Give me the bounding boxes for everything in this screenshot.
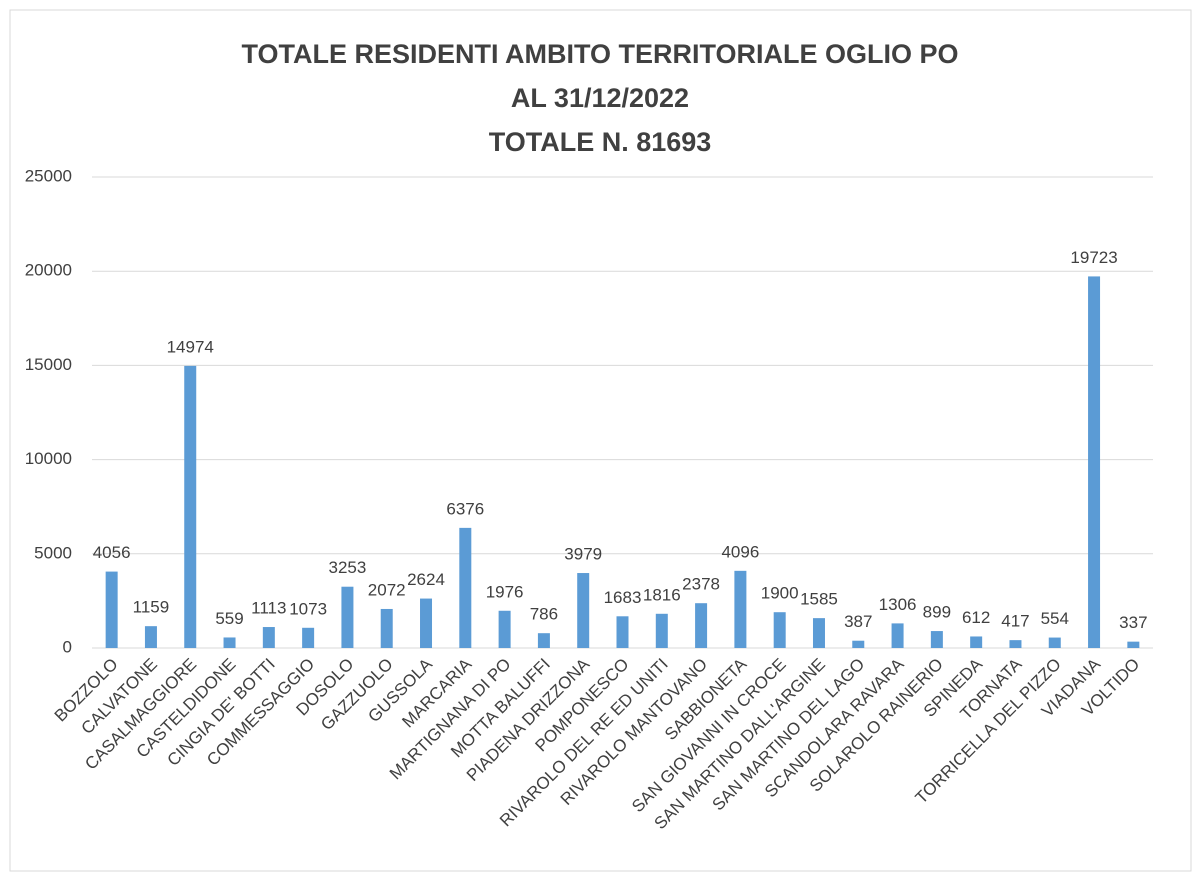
bar <box>302 627 315 648</box>
value-label: 1900 <box>761 584 799 603</box>
bar <box>616 616 629 648</box>
value-label: 2378 <box>682 575 720 594</box>
value-label: 554 <box>1041 609 1069 628</box>
y-tick-label: 25000 <box>25 166 72 185</box>
value-label: 1976 <box>486 582 524 601</box>
value-label: 612 <box>962 608 990 627</box>
value-label: 3979 <box>564 545 602 564</box>
value-label: 2624 <box>407 570 445 589</box>
value-label: 3253 <box>329 558 367 577</box>
bar <box>223 637 236 648</box>
value-label: 786 <box>530 605 558 624</box>
bar <box>852 640 865 648</box>
value-label: 4096 <box>721 542 759 561</box>
value-label: 417 <box>1001 612 1029 631</box>
bar <box>105 571 118 648</box>
value-label: 337 <box>1119 613 1147 632</box>
value-label: 14974 <box>167 337 214 356</box>
value-label: 559 <box>215 609 243 628</box>
bar <box>891 623 904 648</box>
bar <box>734 570 747 648</box>
value-label: 19723 <box>1070 248 1117 267</box>
value-label: 1816 <box>643 585 681 604</box>
bar <box>655 613 668 648</box>
value-label: 1159 <box>133 598 170 617</box>
bar <box>341 586 354 648</box>
bar <box>695 603 708 648</box>
y-tick-label: 5000 <box>34 543 72 562</box>
bar <box>1088 276 1101 648</box>
bar <box>380 608 393 648</box>
bar <box>537 633 550 648</box>
chart-title: AL 31/12/2022 <box>511 83 689 113</box>
bar <box>1048 637 1061 648</box>
value-label: 387 <box>844 612 872 631</box>
bar <box>144 626 157 648</box>
value-label: 899 <box>923 603 951 622</box>
value-label: 1073 <box>289 599 327 618</box>
value-label: 6376 <box>446 499 484 518</box>
y-tick-label: 15000 <box>25 355 72 374</box>
y-tick-label: 10000 <box>25 449 72 468</box>
bar <box>812 618 825 648</box>
value-label: 4056 <box>93 543 131 562</box>
chart-title: TOTALE N. 81693 <box>489 127 712 157</box>
value-label: 1585 <box>800 590 838 609</box>
y-tick-label: 20000 <box>25 261 72 280</box>
y-tick-label: 0 <box>63 637 72 656</box>
bar <box>577 573 590 648</box>
chart-border <box>9 9 1192 872</box>
value-label: 1683 <box>604 588 642 607</box>
bar <box>773 612 786 648</box>
bar <box>1009 640 1022 648</box>
value-label: 1306 <box>879 595 917 614</box>
value-label: 2072 <box>368 580 406 599</box>
bar <box>1127 641 1140 648</box>
bar <box>498 610 511 648</box>
bar <box>970 636 983 648</box>
bar <box>459 527 472 648</box>
bar <box>930 631 943 648</box>
chart-title: TOTALE RESIDENTI AMBITO TERRITORIALE OGL… <box>241 39 958 69</box>
bar <box>184 365 197 648</box>
value-label: 1113 <box>251 599 286 618</box>
bar <box>262 627 275 648</box>
bar <box>420 598 433 648</box>
